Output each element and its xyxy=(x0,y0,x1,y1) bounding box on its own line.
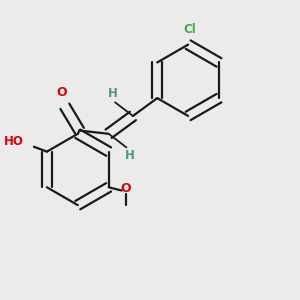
Text: H: H xyxy=(108,87,117,100)
Text: O: O xyxy=(120,182,131,195)
Text: O: O xyxy=(56,86,67,99)
Text: H: H xyxy=(125,149,135,162)
Text: HO: HO xyxy=(4,135,24,148)
Text: Cl: Cl xyxy=(183,22,196,35)
